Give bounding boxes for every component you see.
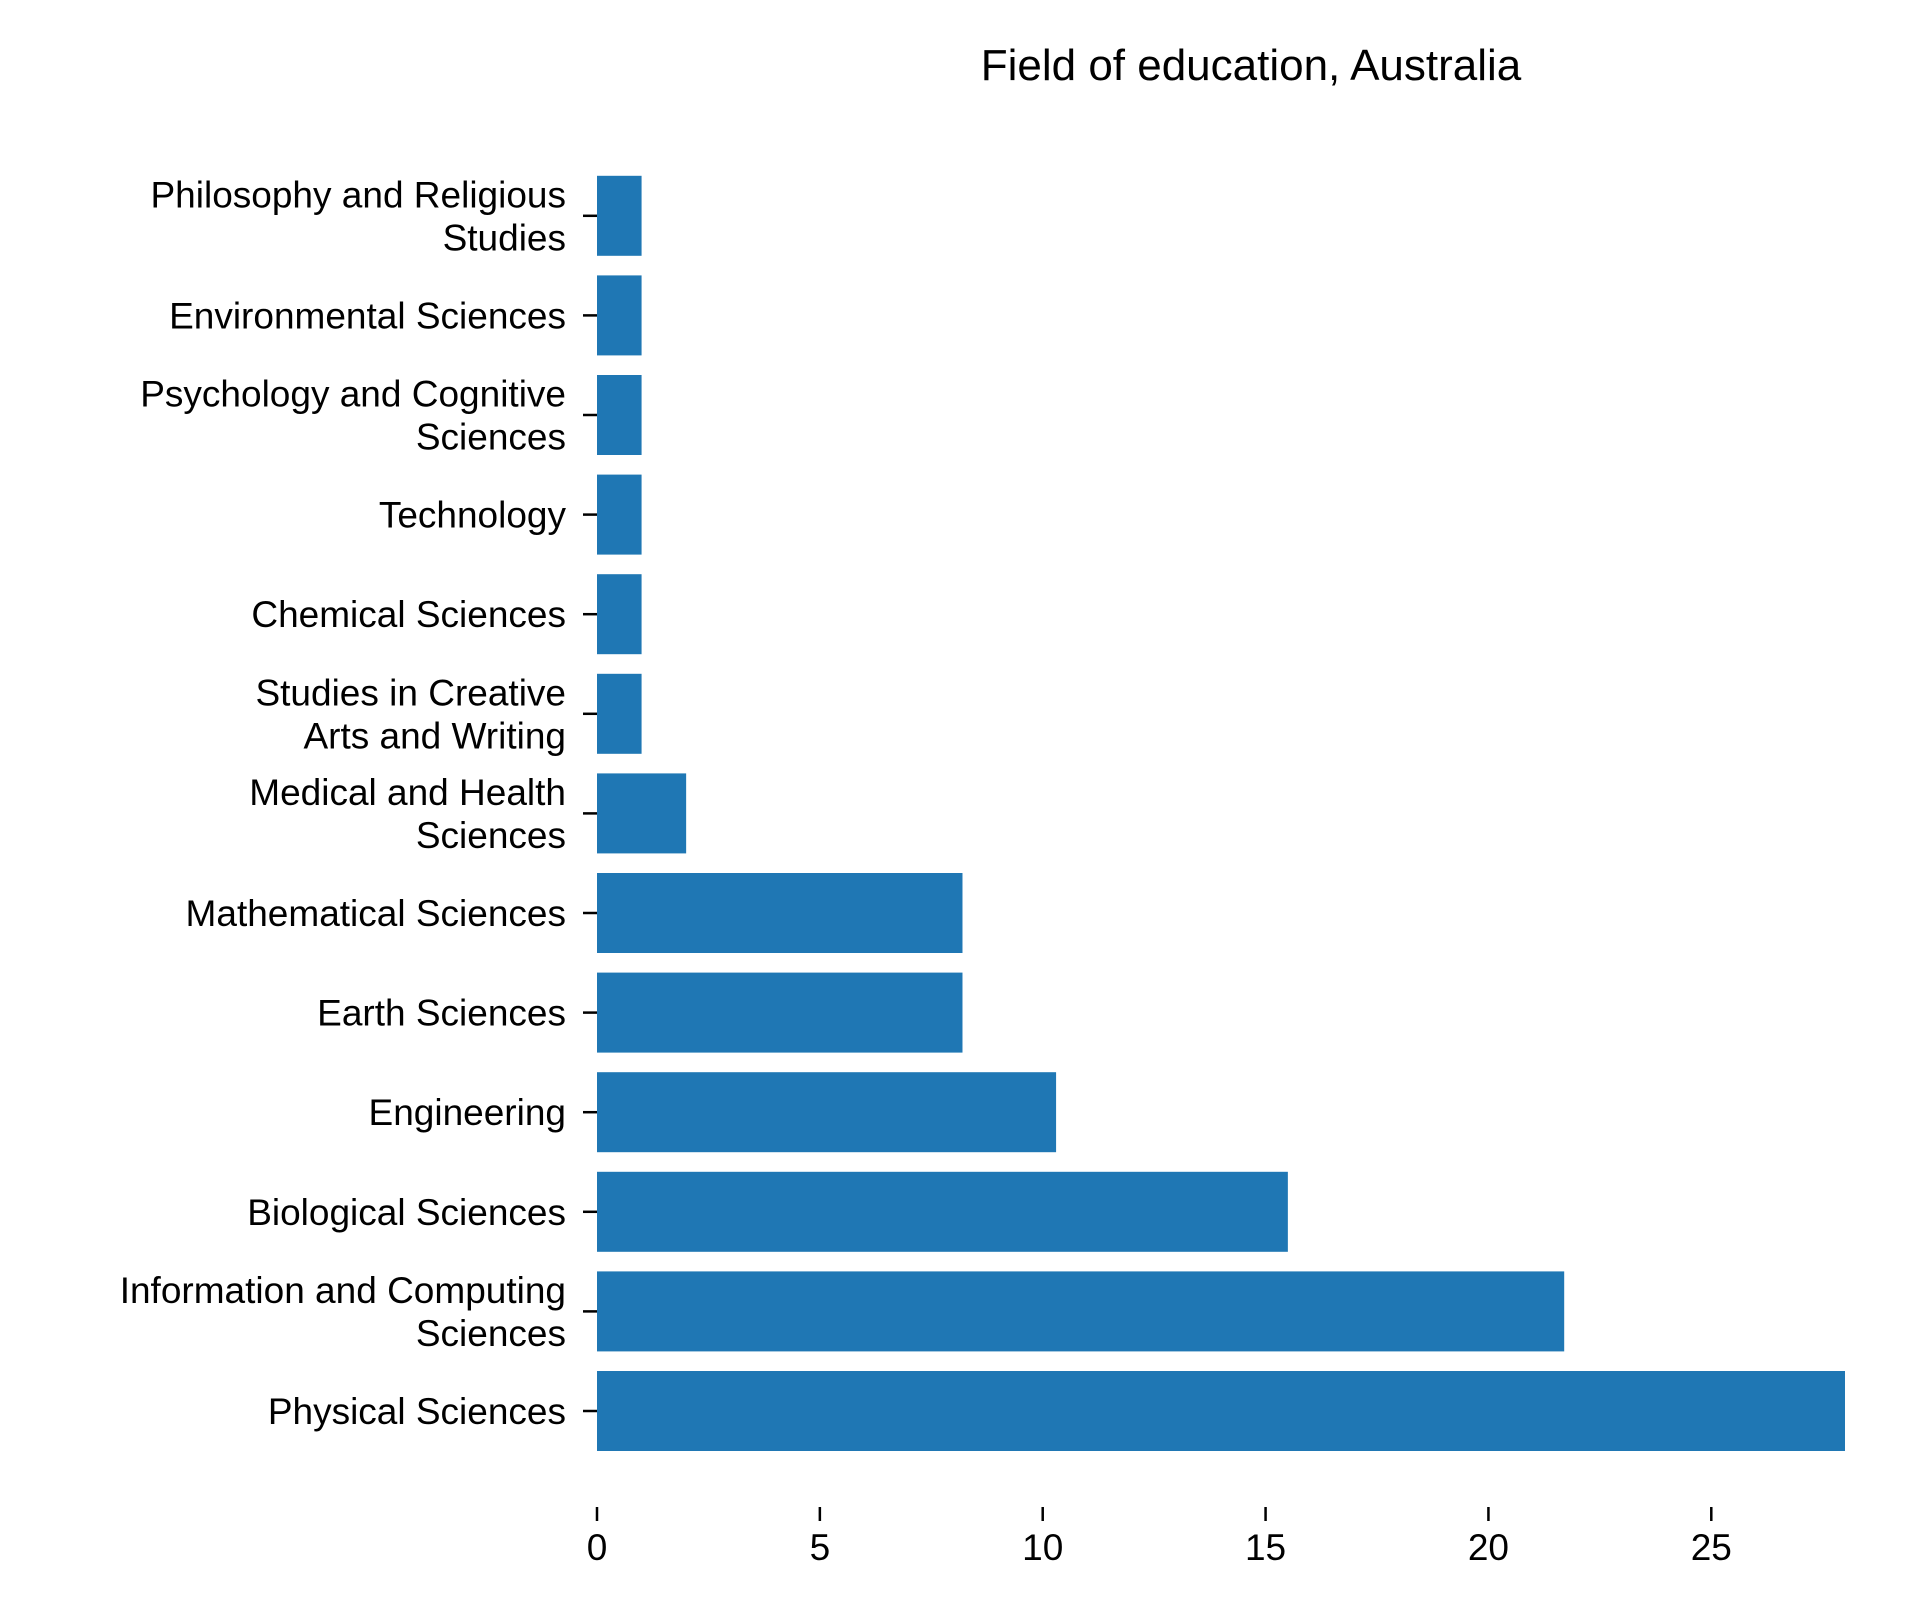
category-labels-group: Physical Sciences Information and Computi… bbox=[120, 174, 597, 1432]
bar-0 bbox=[597, 1371, 1845, 1451]
bar-8 bbox=[597, 574, 642, 655]
y-tick-label-1: Information and Computing Sciences bbox=[120, 1270, 566, 1354]
y-tick-label-9: Technology bbox=[379, 495, 567, 536]
x-tick-label-2: 10 bbox=[1022, 1527, 1063, 1568]
x-tick-label-3: 15 bbox=[1245, 1527, 1286, 1568]
bar-12 bbox=[597, 175, 642, 256]
x-tick-label-0: 0 bbox=[587, 1527, 608, 1568]
bar-1 bbox=[597, 1271, 1565, 1352]
y-tick-label-0: Physical Sciences bbox=[268, 1391, 566, 1432]
bar-9 bbox=[597, 474, 642, 555]
bars-group bbox=[597, 175, 1845, 1451]
bar-7 bbox=[597, 673, 642, 754]
x-tick-label-5: 25 bbox=[1691, 1527, 1732, 1568]
y-tick-label-7: Studies in Creative Arts and Writing bbox=[255, 672, 566, 756]
bar-2 bbox=[597, 1171, 1288, 1252]
x-tick-label-1: 5 bbox=[810, 1527, 831, 1568]
y-tick-label-3: Engineering bbox=[369, 1092, 566, 1133]
chart-title: Field of education, Australia bbox=[981, 41, 1522, 90]
y-tick-label-4: Earth Sciences bbox=[317, 993, 566, 1034]
bar-11 bbox=[597, 275, 642, 356]
y-tick-label-12: Philosophy and Religious Studies bbox=[151, 174, 567, 258]
y-tick-label-5: Mathematical Sciences bbox=[186, 893, 566, 934]
x-ticks-group: 0 5 10 15 20 25 bbox=[587, 1507, 1732, 1568]
bar-4 bbox=[597, 972, 963, 1053]
x-tick-label-4: 20 bbox=[1468, 1527, 1509, 1568]
y-tick-label-8: Chemical Sciences bbox=[251, 594, 566, 635]
y-tick-label-2: Biological Sciences bbox=[247, 1192, 566, 1233]
y-tick-label-6: Medical and Health Sciences bbox=[249, 772, 566, 856]
y-tick-label-10: Psychology and Cognitive Sciences bbox=[140, 374, 566, 458]
bar-5 bbox=[597, 873, 963, 953]
bar-3 bbox=[597, 1072, 1057, 1153]
bar-6 bbox=[597, 773, 687, 854]
y-tick-label-11: Environmental Sciences bbox=[169, 295, 566, 336]
bar-10 bbox=[597, 375, 642, 455]
